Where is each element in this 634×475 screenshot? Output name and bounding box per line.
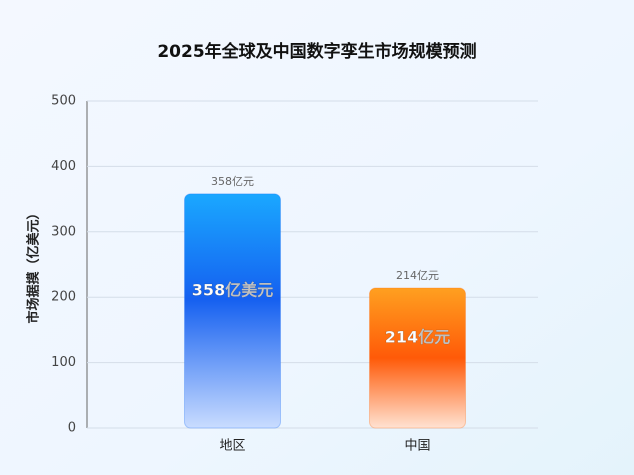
inner-label: 214亿元 (385, 328, 450, 347)
x-tick-label: 中国 (404, 439, 430, 454)
x-tick-label: 地区 (219, 439, 245, 454)
y-tick-label: 400 (51, 159, 76, 174)
inner-label: 358亿美元 (192, 280, 273, 299)
y-tick-label: 0 (68, 421, 76, 436)
bar (369, 287, 466, 429)
value-label: 214亿元 (396, 269, 439, 282)
bar (184, 193, 281, 429)
y-tick-label: 300 (51, 224, 76, 239)
y-tick-label: 200 (51, 290, 76, 305)
value-label: 358亿元 (211, 175, 254, 188)
chart-title: 2025年全球及中国数字孪生市场规模预测 (157, 41, 476, 62)
y-tick-label: 100 (51, 355, 76, 370)
y-axis-label: 市场据摸（亿美元） (26, 206, 42, 323)
y-tick-label: 500 (51, 94, 76, 109)
